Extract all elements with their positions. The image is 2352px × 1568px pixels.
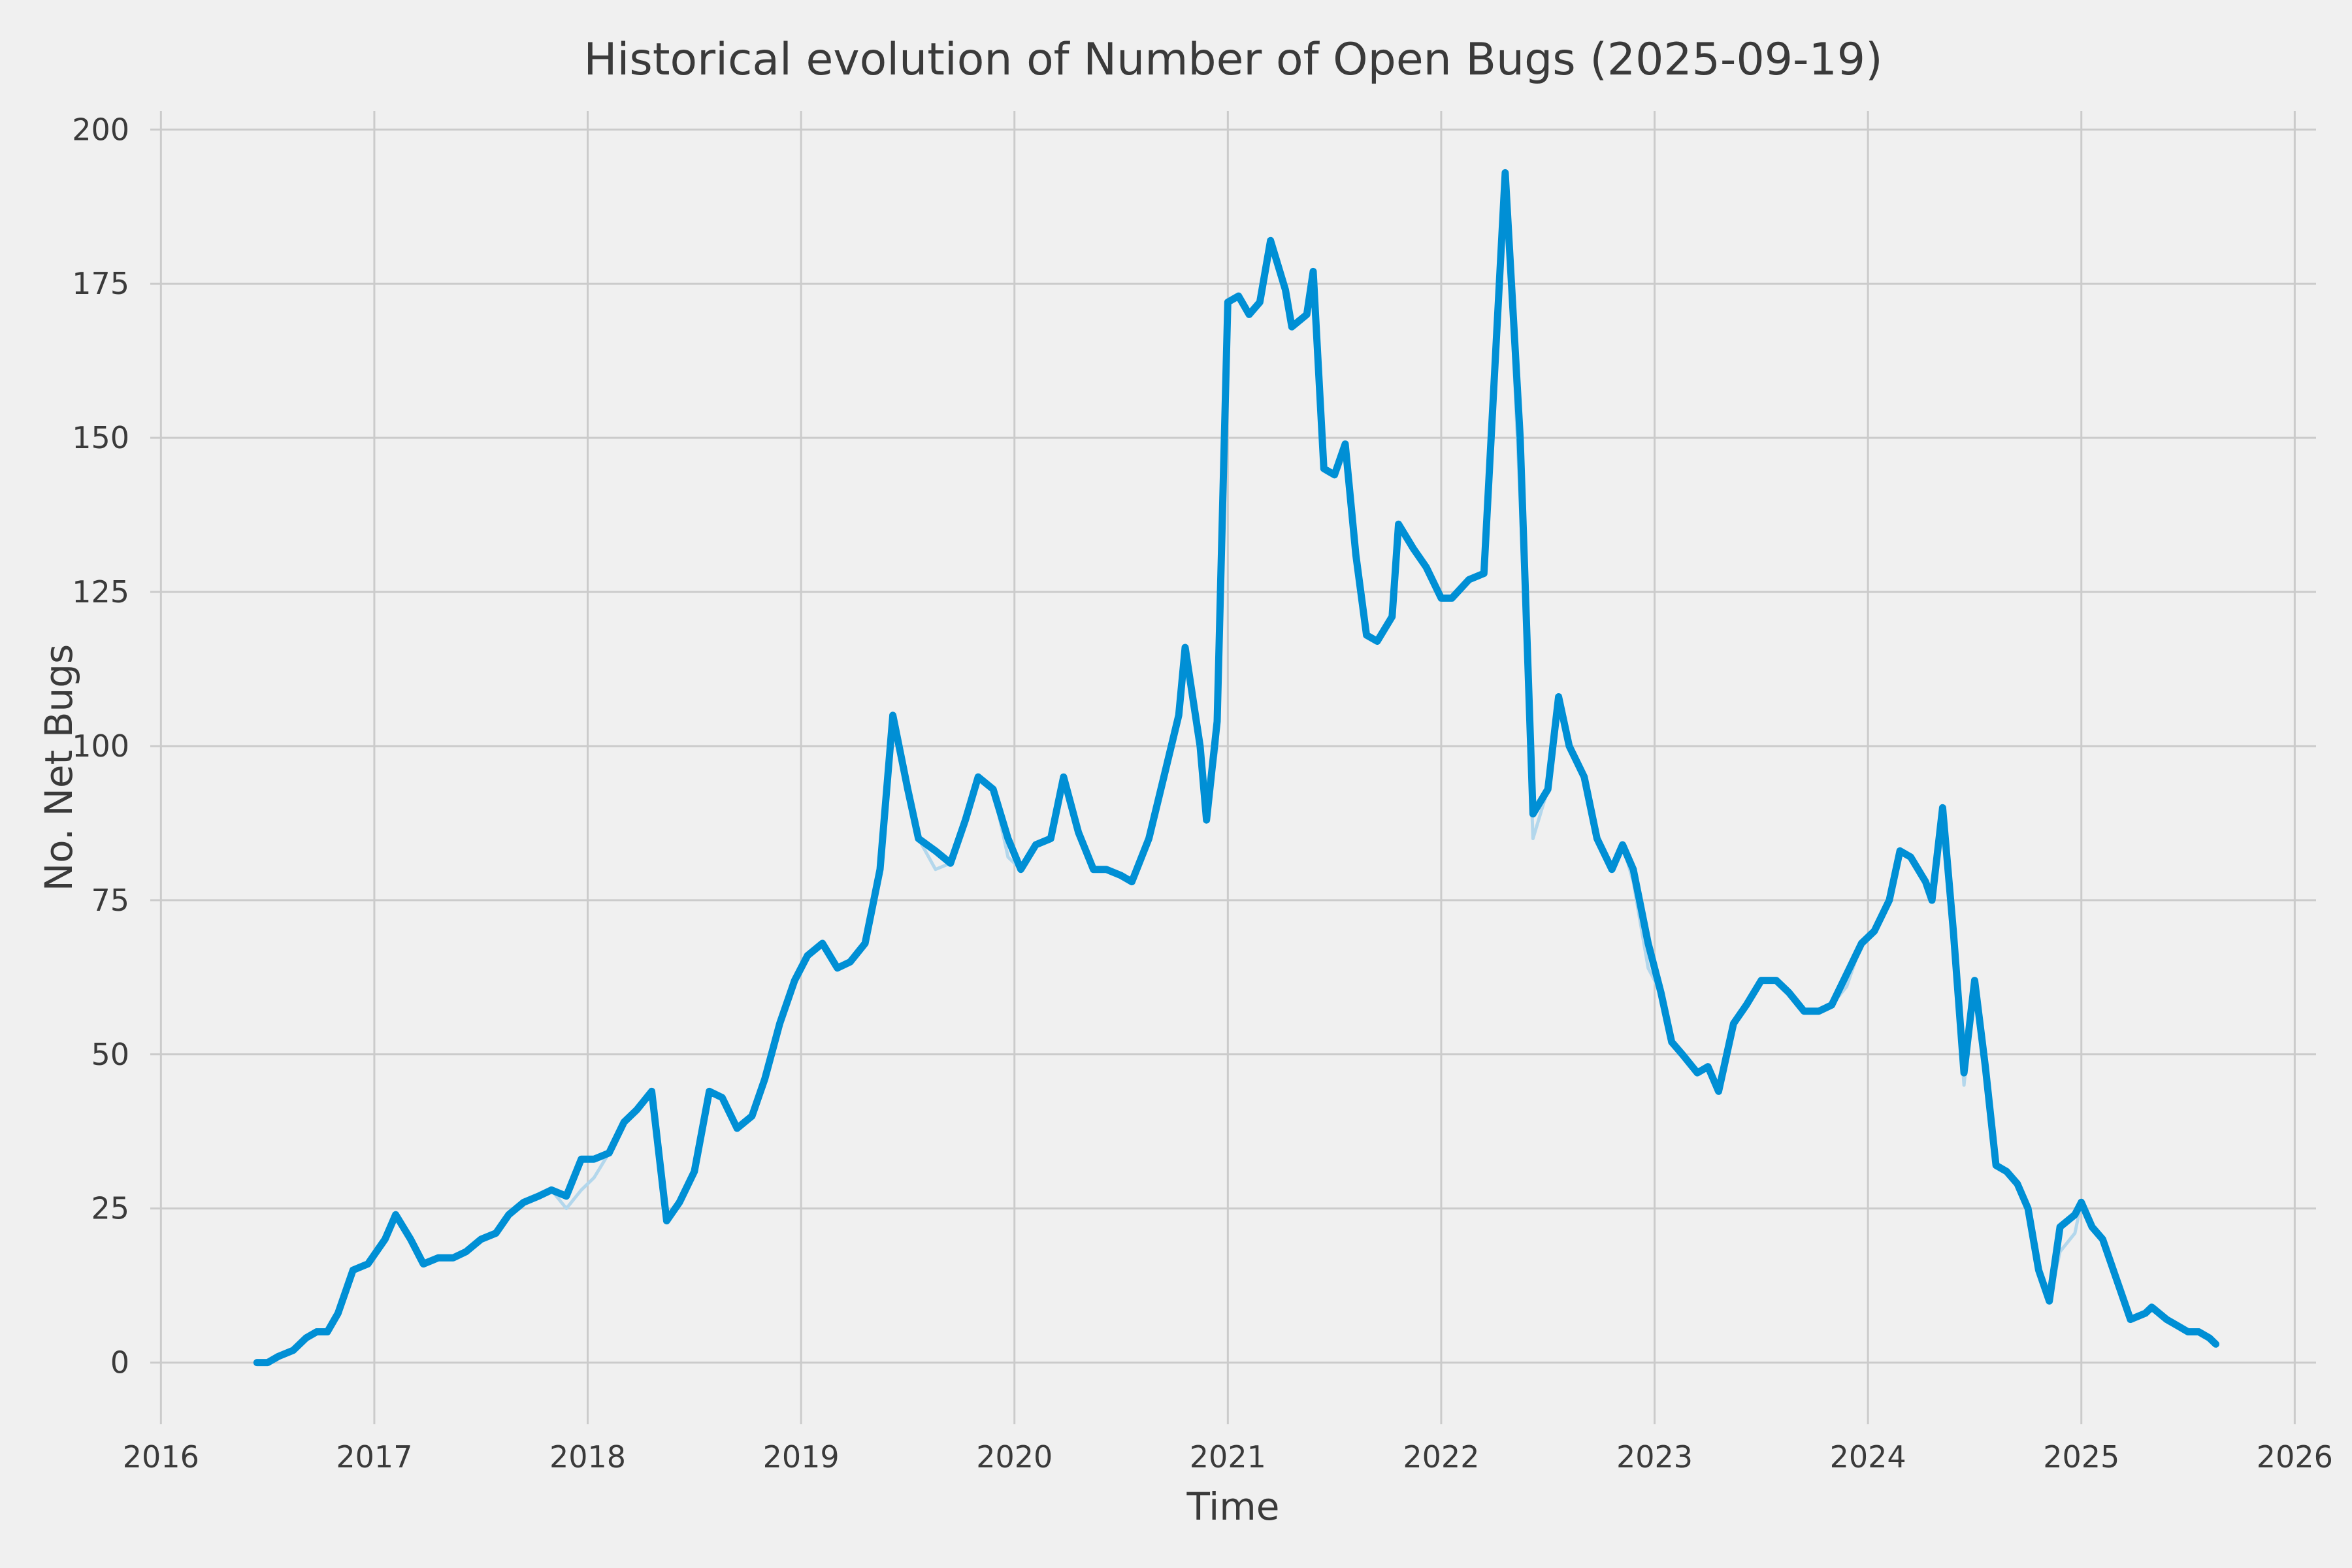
x-tick-label: 2024 [1830, 1439, 1906, 1475]
y-tick-label: 125 [72, 574, 129, 610]
y-tick-label: 75 [91, 883, 129, 918]
y-tick-label: 175 [72, 266, 129, 301]
x-tick-label: 2025 [2043, 1439, 2119, 1475]
chart-title: Historical evolution of Number of Open B… [583, 34, 1883, 86]
y-axis-label: No. Net Bugs [37, 644, 81, 892]
y-tick-label: 0 [110, 1345, 129, 1380]
x-tick-label: 2022 [1403, 1439, 1479, 1475]
x-tick-label: 2023 [1616, 1439, 1693, 1475]
x-tick-label: 2017 [336, 1439, 412, 1475]
series-raw-line [255, 171, 2217, 1365]
series-main-line [253, 169, 2219, 1367]
y-tick-label: 100 [72, 728, 129, 764]
x-tick-label: 2019 [763, 1439, 840, 1475]
y-tick-label: 150 [72, 420, 129, 455]
x-tick-label: 2026 [2257, 1439, 2333, 1475]
x-tick-label: 2018 [549, 1439, 626, 1475]
x-tick-label: 2020 [976, 1439, 1053, 1475]
x-tick-label: 2016 [123, 1439, 199, 1475]
y-tick-label: 200 [72, 112, 129, 147]
x-axis-label: Time [1186, 1484, 1280, 1529]
x-tick-label: 2021 [1190, 1439, 1266, 1475]
y-tick-label: 50 [91, 1037, 129, 1072]
y-tick-label: 25 [91, 1191, 129, 1226]
